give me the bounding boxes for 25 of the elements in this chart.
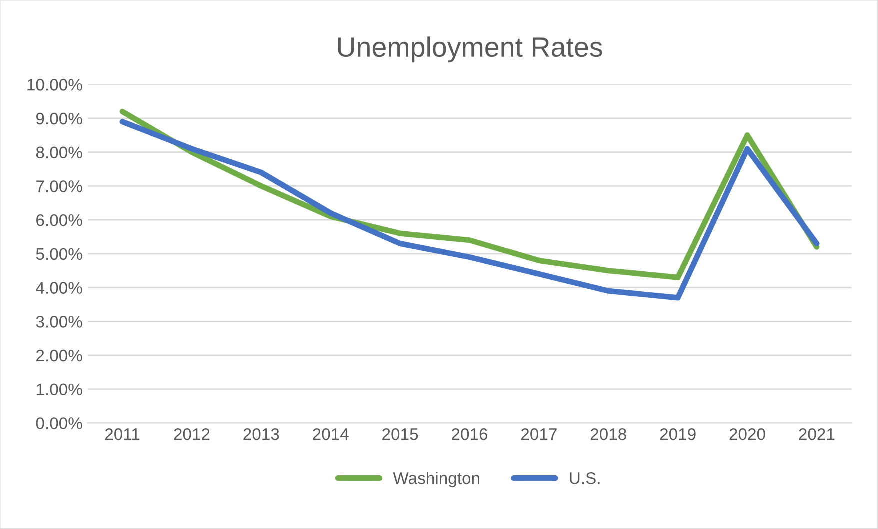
y-tick-label: 8.00% [36,146,82,159]
legend-label: Washington [393,472,480,488]
x-tick-label: 2014 [313,428,349,440]
y-tick-label: 1.00% [36,384,82,396]
x-tick-label: 2016 [452,428,488,440]
x-tick-label: 2021 [799,428,835,440]
y-tick-label: 5.00% [36,248,82,260]
y-tick-label: 4.00% [36,282,82,294]
x-tick-label: 2013 [244,428,280,440]
y-tick-label: 0.00% [36,418,82,430]
y-tick-label: 3.00% [36,316,82,328]
legend-label: U.S. [570,472,600,484]
x-tick-label: 2020 [730,428,766,440]
y-tick-label: 9.00% [36,112,82,125]
x-tick-label: 2011 [105,428,140,440]
x-tick-label: 2015 [382,428,418,440]
y-tick-label: 6.00% [36,214,82,226]
x-tick-label: 2012 [174,428,210,440]
y-tick-label: 7.00% [36,180,82,192]
y-tick-label: 2.00% [36,350,82,362]
x-tick-label: 2019 [660,428,696,440]
y-tick-label: 10.00% [28,79,82,91]
x-tick-label: 2018 [590,428,626,440]
chart-title: Unemployment Rates [338,36,602,63]
x-tick-label: 2017 [521,428,557,440]
